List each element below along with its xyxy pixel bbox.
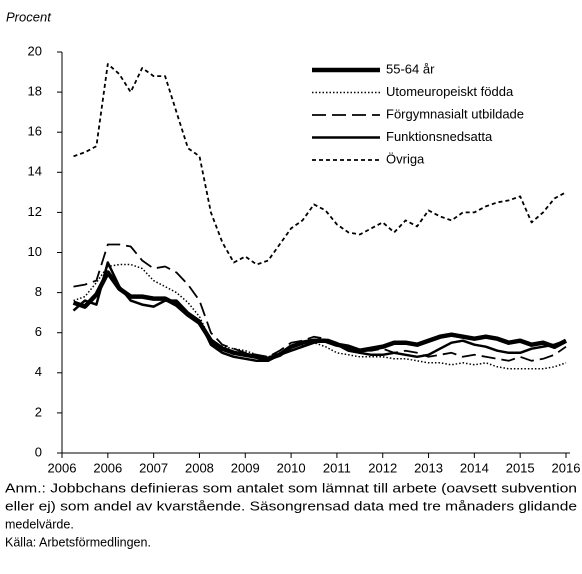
x-tick-label: 2008 (185, 460, 214, 475)
series-line (73, 263, 567, 370)
x-tick-label: 2012 (368, 460, 397, 475)
x-tick-label: 2013 (414, 460, 443, 475)
legend-label: Förgymnasialt utbildade (386, 106, 524, 121)
legend-label: 55-64 år (386, 61, 435, 76)
y-tick-label: 18 (28, 84, 42, 99)
x-tick-label: 2014 (460, 460, 489, 475)
y-tick-label: 0 (35, 444, 42, 459)
y-tick-label: 16 (28, 124, 42, 139)
x-tick-label: 2006 (48, 460, 77, 475)
x-tick-label: 2006 (93, 460, 122, 475)
y-tick-label: 6 (35, 324, 42, 339)
x-tick-label: 2015 (506, 460, 535, 475)
y-tick-label: 8 (35, 284, 42, 299)
note: eller ej) som andel av kvarstående. Säso… (5, 499, 577, 513)
y-axis-label: Procent (6, 9, 52, 24)
x-tick-label: 2016 (552, 460, 581, 475)
x-tick-label: 2010 (277, 460, 306, 475)
y-tick-label: 4 (35, 364, 42, 379)
x-tick-label: 2011 (323, 460, 351, 475)
series-line (72, 261, 567, 363)
x-tick-label: 2007 (139, 460, 168, 475)
note: Anm.: Jobbchans definieras som antalet s… (5, 481, 577, 495)
x-tick-label: 2009 (231, 460, 260, 475)
y-tick-label: 20 (28, 43, 42, 58)
legend-label: Utomeuropeiskt födda (386, 84, 514, 99)
y-tick-label: 14 (28, 164, 42, 179)
legend-box (308, 56, 564, 173)
legend-label: Funktionsnedsatta (386, 129, 493, 144)
series-line (72, 270, 568, 362)
y-tick-label: 10 (28, 244, 42, 259)
y-tick-label: 2 (35, 404, 42, 419)
note: medelvärde. (5, 517, 74, 531)
note: Källa: Arbetsförmedlingen. (5, 535, 151, 549)
legend-label: Övriga (386, 151, 425, 166)
series-line (73, 243, 567, 362)
y-tick-label: 12 (28, 204, 42, 219)
